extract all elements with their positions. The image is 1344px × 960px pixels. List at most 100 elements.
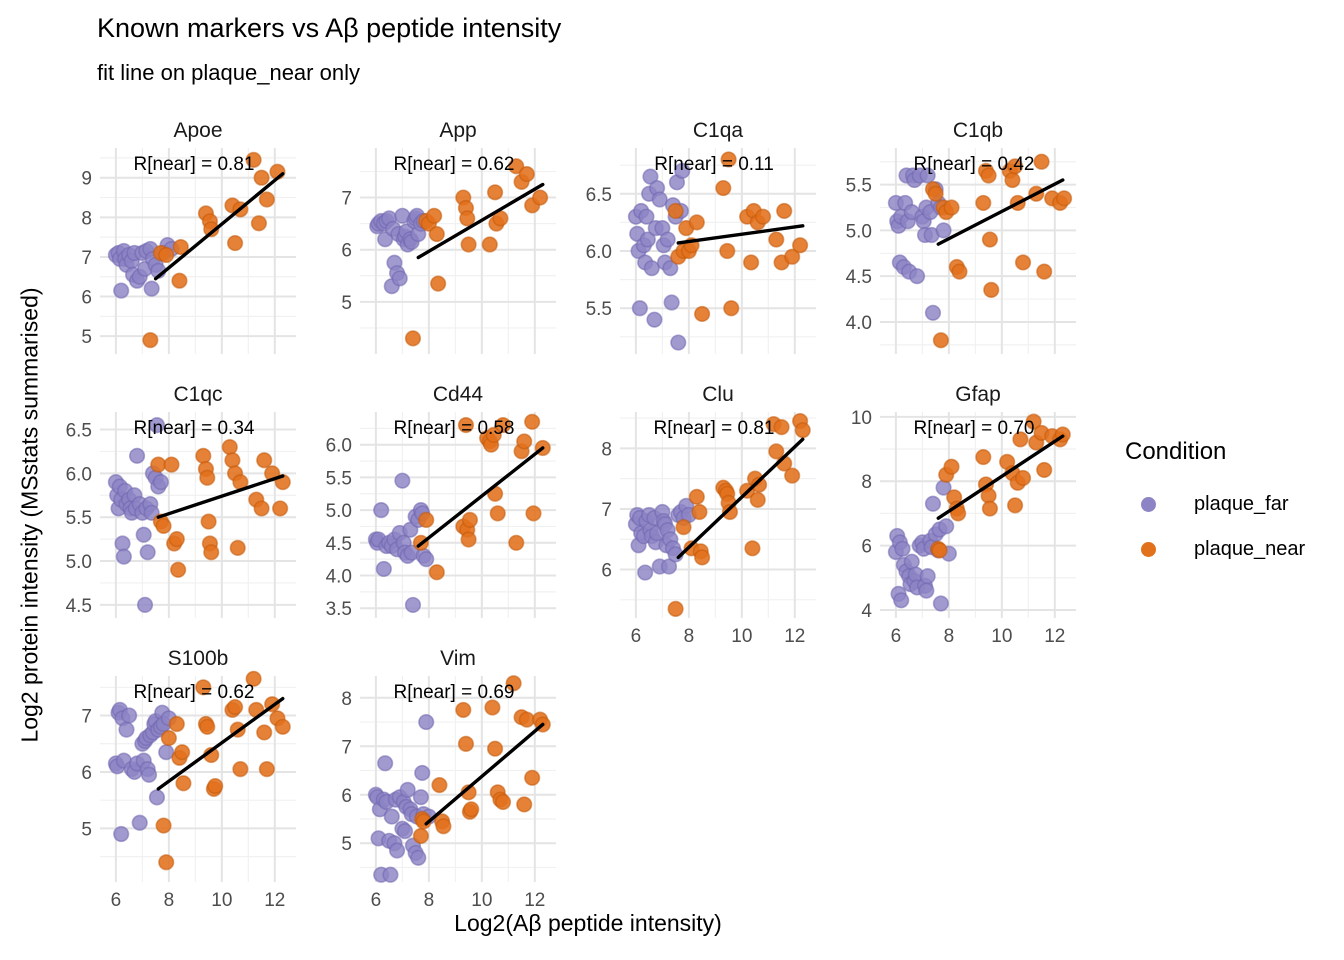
data-point-near xyxy=(460,236,477,253)
data-point-near xyxy=(150,456,167,473)
data-point-far xyxy=(638,208,655,225)
data-point-near xyxy=(463,801,480,818)
data-point-near xyxy=(486,184,504,201)
data-point-far xyxy=(639,231,656,248)
data-point-far xyxy=(113,282,130,299)
x-tick-labels: 6 8 10 12 xyxy=(371,890,546,911)
strip-label: C1qb xyxy=(953,119,1003,142)
data-point-near xyxy=(412,827,430,845)
x-tick-label: 6 xyxy=(371,890,382,911)
data-point-near xyxy=(200,513,217,530)
plot-title: Known markers vs Aβ peptide intensity xyxy=(97,13,562,43)
data-point-near xyxy=(981,500,999,517)
data-point-far xyxy=(399,781,416,799)
legend-label: plaque_near xyxy=(1194,538,1306,560)
fit-line xyxy=(936,434,1065,520)
y-tick-labels: 4.5 5.0 5.5 6.0 6.5 xyxy=(66,421,92,617)
data-point-near xyxy=(776,202,793,220)
y-tick-label: 4.5 xyxy=(326,534,352,555)
strip-label: S100b xyxy=(168,647,229,670)
plaque-near-swatch-icon xyxy=(1141,542,1156,557)
facet-C1qa: R[near] = 0.11 C1qa 5.5 6.0 6.5 xyxy=(586,119,816,354)
data-point-far xyxy=(894,540,911,557)
y-tick-label: 6 xyxy=(81,763,92,784)
data-point-near xyxy=(142,332,159,349)
data-point-far xyxy=(412,789,430,806)
data-point-near xyxy=(667,600,684,618)
gridlines xyxy=(880,148,1076,354)
data-point-far xyxy=(919,568,936,585)
y-axis-title: Log2 protein intensity (MSstats summaris… xyxy=(16,287,43,743)
data-point-near xyxy=(694,549,711,566)
data-point-near xyxy=(1033,153,1050,170)
r-near-annotation: R[near] = 0.81 xyxy=(654,418,775,439)
data-point-near xyxy=(784,467,801,484)
points-plaque-far xyxy=(627,162,691,351)
data-point-far xyxy=(394,472,411,489)
y-tick-label: 7 xyxy=(601,500,612,521)
gridlines xyxy=(880,412,1076,618)
facet-Vim: R[near] = 0.69 Vim 5 6 7 8 6 8 10 12 xyxy=(341,647,556,911)
data-point-near xyxy=(494,793,512,811)
data-point-near xyxy=(418,511,435,529)
data-point-far xyxy=(131,814,148,831)
y-tick-label: 6.5 xyxy=(586,185,612,206)
y-tick-label: 10 xyxy=(851,408,872,429)
data-point-far xyxy=(418,551,435,568)
data-point-far xyxy=(662,260,679,277)
y-tick-label: 6.0 xyxy=(586,242,612,263)
data-point-near xyxy=(199,469,216,486)
y-tick-label: 4 xyxy=(861,601,872,622)
strip-label: Vim xyxy=(440,647,476,670)
data-point-near xyxy=(975,448,992,466)
strip-label: C1qc xyxy=(173,383,222,406)
y-tick-label: 6.0 xyxy=(66,464,92,485)
y-tick-label: 5.0 xyxy=(846,221,872,242)
data-point-near xyxy=(518,165,535,183)
legend-item-plaque-far: plaque_far xyxy=(1125,482,1340,527)
points-plaque-near xyxy=(924,153,1073,349)
y-tick-labels: 6 7 8 xyxy=(601,439,612,581)
data-point-far xyxy=(383,808,400,825)
data-point-near xyxy=(524,413,541,430)
data-point-near xyxy=(980,167,997,184)
data-point-near xyxy=(516,433,533,450)
data-point-near xyxy=(485,426,502,443)
points-plaque-near xyxy=(667,151,809,323)
data-point-near xyxy=(460,531,477,548)
data-point-near xyxy=(932,332,950,349)
r-near-annotation: R[near] = 0.34 xyxy=(134,418,255,439)
data-point-near xyxy=(203,544,220,561)
x-tick-label: 10 xyxy=(991,626,1012,647)
data-point-near xyxy=(430,275,447,292)
x-tick-labels: 6 8 10 12 xyxy=(111,890,286,911)
data-point-near xyxy=(155,517,172,535)
y-tick-label: 6 xyxy=(861,537,872,558)
data-point-near xyxy=(171,272,188,289)
y-tick-label: 8 xyxy=(861,472,872,493)
data-point-near xyxy=(943,458,960,475)
y-tick-labels: 4.0 4.5 5.0 5.5 xyxy=(846,176,872,334)
data-point-near xyxy=(175,775,192,792)
data-point-near xyxy=(723,300,740,317)
strip-label: C1qa xyxy=(693,119,744,142)
data-point-near xyxy=(931,542,948,559)
data-point-far xyxy=(113,825,130,843)
x-tick-label: 10 xyxy=(731,626,752,647)
data-point-near xyxy=(792,237,809,254)
points-plaque-near xyxy=(930,413,1071,559)
data-point-far xyxy=(373,501,390,519)
data-point-near xyxy=(768,443,785,460)
data-point-near xyxy=(667,202,684,220)
data-point-near xyxy=(435,818,452,835)
points-plaque-near xyxy=(150,438,291,578)
data-point-far xyxy=(938,518,955,535)
data-point-near xyxy=(494,416,512,434)
y-tick-label: 5 xyxy=(81,327,92,348)
data-point-far xyxy=(391,270,408,287)
fit-line xyxy=(156,696,285,791)
y-tick-label: 5.5 xyxy=(586,299,612,320)
data-point-near xyxy=(484,699,501,716)
x-tick-labels: 6 8 10 12 xyxy=(891,626,1066,647)
facet-C1qb: R[near] = 0.42 C1qb 4.0 4.5 5.0 5.5 xyxy=(846,119,1076,354)
